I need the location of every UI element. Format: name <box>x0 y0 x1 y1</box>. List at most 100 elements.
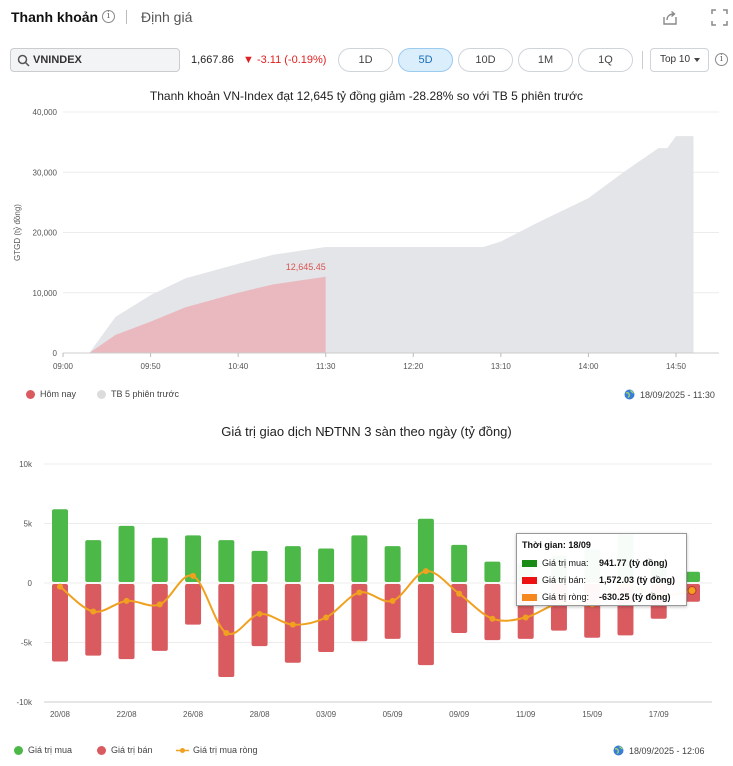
y-tick-label: 0 <box>28 579 33 588</box>
sell-bar <box>118 584 135 660</box>
globe-icon <box>624 389 635 400</box>
x-tick-label: 12:20 <box>403 362 424 371</box>
buy-bar <box>251 550 268 582</box>
x-tick-label: 20/08 <box>50 710 71 719</box>
tooltip-value: -630.25 (tỷ đồng) <box>599 592 671 602</box>
x-tick-label: 09/09 <box>449 710 470 719</box>
sell-bar <box>151 584 168 651</box>
index-change: ▼ -3.11 (-0.19%) <box>243 54 327 66</box>
buy-bar <box>218 540 235 582</box>
sell-bar <box>85 584 102 656</box>
sell-bar <box>417 584 434 666</box>
sell-bar <box>351 584 368 642</box>
search-icon <box>17 54 30 67</box>
tooltip-value: 1,572.03 (tỷ đồng) <box>599 575 676 585</box>
buy-bar <box>684 571 700 582</box>
period-button-1m[interactable]: 1M <box>518 48 573 72</box>
net-point <box>323 614 330 621</box>
x-tick-label: 03/09 <box>316 710 337 719</box>
top-select[interactable]: Top 10 <box>650 48 709 72</box>
x-tick-label: 14:50 <box>666 362 687 371</box>
globe-icon <box>613 745 624 756</box>
buy-bar <box>85 540 102 582</box>
tooltip-swatch <box>522 593 537 601</box>
y-tick-label: 40,000 <box>33 108 58 117</box>
legend-label: Giá trị mua <box>28 745 73 755</box>
tooltip-label: Giá trị bán: <box>542 575 587 585</box>
x-tick-label: 09:00 <box>53 362 74 371</box>
buy-bar <box>484 561 501 582</box>
net-point <box>522 614 529 621</box>
legend-label: Giá trị bán <box>111 745 153 755</box>
x-tick-label: 09:50 <box>141 362 162 371</box>
y-tick-label: 30,000 <box>33 168 58 177</box>
info-icon[interactable]: i <box>715 53 728 66</box>
liquidity-chart: 0 10,000 20,000 30,000 40,000 GTGD (tỷ đồng) 1… <box>13 108 719 371</box>
buy-bar <box>451 544 468 582</box>
y-axis-label: GTGD (tỷ đồng) <box>13 204 22 261</box>
tooltip-row-buy: Giá trị mua: 941.77 (tỷ đồng) <box>522 558 668 568</box>
legend-marker <box>14 745 23 755</box>
y-tick-label: 0 <box>53 349 58 358</box>
x-tick-label: 11/09 <box>516 710 536 719</box>
y-tick-label: -10k <box>16 698 33 707</box>
header-bar: Thanh khoản i Định giá <box>0 0 733 36</box>
tooltip-title: Thời gian: 18/09 <box>522 540 591 550</box>
net-point <box>389 597 396 604</box>
symbol-search-input[interactable]: VNINDEX <box>10 48 180 72</box>
tooltip-row-sell: Giá trị bán: 1,572.03 (tỷ đồng) <box>522 575 675 585</box>
buy-bar <box>417 518 434 582</box>
x-tick-label: 13:10 <box>491 362 512 371</box>
x-tick-label: 11:30 <box>316 362 336 371</box>
tab-valuation[interactable]: Định giá <box>141 9 193 25</box>
liquidity-legend-today[interactable]: Hôm nay <box>26 389 76 399</box>
foreign-legend-sell[interactable]: Giá trị bán <box>97 745 153 755</box>
net-point <box>190 572 197 579</box>
x-tick-label: 14:00 <box>578 362 599 371</box>
legend-marker <box>26 389 35 399</box>
foreign-legend-net[interactable]: Giá trị mua ròng <box>176 745 258 755</box>
x-tick-label: 05/09 <box>383 710 404 719</box>
buy-bar <box>318 548 335 582</box>
tooltip-row-net: Giá trị ròng: -630.25 (tỷ đồng) <box>522 592 671 602</box>
net-point <box>223 629 230 636</box>
x-tick-label: 17/09 <box>649 710 670 719</box>
sell-bar <box>384 584 401 639</box>
period-button-5d[interactable]: 5D <box>398 48 453 72</box>
toolbar: VNINDEX 1,667.86 ▼ -3.11 (-0.19%) 1D 5D … <box>0 48 733 74</box>
y-tick-label: -5k <box>21 639 33 648</box>
tooltip-label: Giá trị ròng: <box>542 592 590 602</box>
y-tick-label: 20,000 <box>33 229 58 238</box>
liquidity-legend-avg[interactable]: TB 5 phiên trước <box>97 389 179 399</box>
legend-label: TB 5 phiên trước <box>111 389 179 399</box>
today-value-label: 12,645.45 <box>286 262 326 272</box>
net-point <box>123 597 130 604</box>
legend-label: Hôm nay <box>40 389 77 399</box>
net-point <box>687 585 697 595</box>
top-select-value: Top 10 <box>660 54 691 65</box>
sell-bar <box>185 584 202 625</box>
timestamp-text: 18/09/2025 - 12:06 <box>629 745 705 756</box>
period-button-1d[interactable]: 1D <box>338 48 393 72</box>
tooltip-value: 941.77 (tỷ đồng) <box>599 558 668 568</box>
buy-bar <box>384 546 401 582</box>
sell-bar <box>484 584 501 641</box>
tooltip-label: Giá trị mua: <box>542 558 589 568</box>
period-button-1q[interactable]: 1Q <box>578 48 633 72</box>
net-point <box>356 589 363 596</box>
buy-bar <box>151 537 168 582</box>
buy-bar <box>351 535 368 582</box>
buy-bar <box>284 546 301 582</box>
fullscreen-icon[interactable] <box>711 9 728 26</box>
tab-liquidity[interactable]: Thanh khoản <box>11 9 99 25</box>
net-point <box>489 615 496 622</box>
share-icon[interactable] <box>661 9 679 27</box>
area-series <box>89 276 326 353</box>
info-icon[interactable]: i <box>102 10 115 23</box>
period-button-10d[interactable]: 10D <box>458 48 513 72</box>
foreign-legend-buy[interactable]: Giá trị mua <box>14 745 72 755</box>
legend-marker <box>97 389 106 399</box>
buy-bar <box>118 525 135 582</box>
index-value: 1,667.86 <box>191 54 234 66</box>
net-point <box>156 601 163 608</box>
